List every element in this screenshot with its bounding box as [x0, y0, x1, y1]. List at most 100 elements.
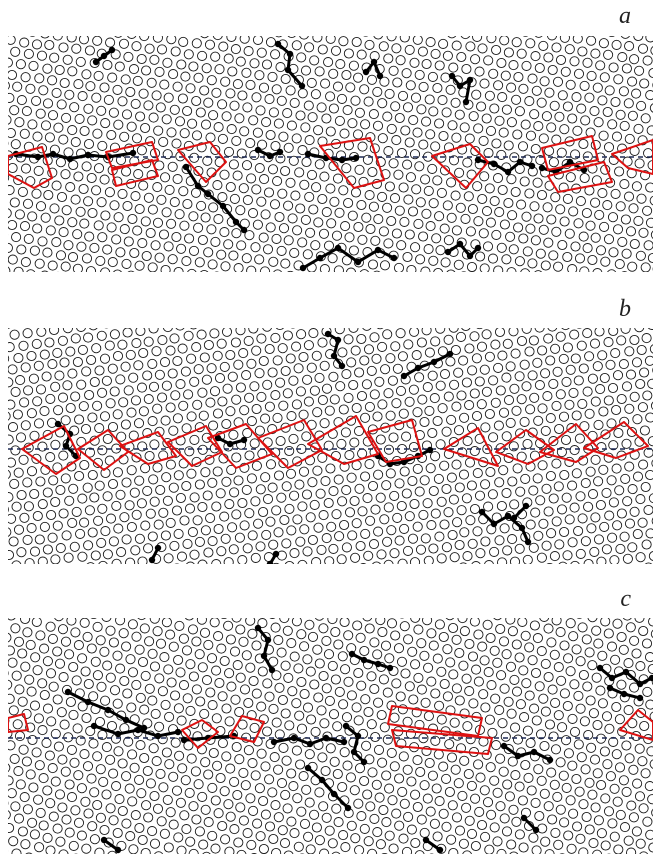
lattice-particle	[166, 127, 177, 138]
lattice-particle	[509, 556, 521, 564]
lattice-particle	[373, 469, 384, 480]
lattice-particle	[562, 700, 573, 712]
lattice-particle	[356, 333, 367, 345]
lattice-particle	[270, 622, 281, 633]
lattice-particle	[186, 561, 195, 564]
lattice-particle	[8, 469, 11, 479]
lattice-particle	[563, 653, 574, 664]
lattice-particle	[68, 840, 79, 851]
lattice-particle	[200, 525, 211, 536]
lattice-particle	[367, 767, 378, 778]
lattice-particle	[275, 328, 284, 331]
lattice-particle	[402, 716, 413, 727]
lattice-particle	[487, 253, 499, 264]
lattice-particle	[239, 520, 250, 531]
lattice-particle	[154, 252, 165, 263]
lattice-particle	[516, 394, 527, 405]
lattice-particle	[649, 711, 653, 722]
lattice-particle	[235, 382, 246, 393]
lattice-particle	[509, 499, 520, 510]
lattice-particle	[623, 835, 634, 846]
lattice-particle	[285, 468, 297, 479]
lattice-particle	[224, 499, 235, 510]
lattice-particle	[621, 740, 632, 751]
lattice-particle	[629, 635, 640, 646]
lattice-particle	[645, 699, 653, 710]
lattice-particle	[629, 506, 640, 517]
lattice-particle	[231, 509, 242, 520]
lattice-particle	[288, 781, 299, 792]
lattice-particle	[433, 473, 444, 484]
lattice-particle	[326, 218, 337, 229]
lattice-particle	[326, 521, 337, 532]
defect-node	[129, 149, 137, 157]
lattice-particle	[126, 521, 137, 533]
defect-node	[154, 732, 162, 740]
lattice-particle	[131, 679, 142, 690]
lattice-particle	[584, 824, 595, 835]
lattice-particle	[534, 270, 543, 272]
lattice-particle	[313, 692, 324, 703]
lattice-particle	[533, 764, 544, 775]
lattice-particle	[399, 36, 410, 43]
lattice-particle	[356, 680, 367, 691]
lattice-particle	[13, 636, 25, 647]
lattice-particle	[574, 786, 585, 797]
lattice-particle	[619, 179, 630, 190]
lattice-particle	[416, 814, 427, 825]
lattice-particle	[514, 829, 525, 840]
lattice-particle	[548, 731, 559, 742]
lattice-particle	[489, 103, 500, 114]
lattice-particle	[489, 645, 500, 656]
lattice-particle	[189, 492, 200, 503]
lattice-particle	[192, 731, 203, 742]
lattice-particle	[65, 182, 76, 193]
lattice-particle	[377, 191, 388, 202]
lattice-particle	[273, 470, 285, 481]
lattice-particle	[8, 219, 18, 231]
lattice-particle	[56, 99, 67, 110]
lattice-particle	[76, 830, 87, 841]
lattice-particle	[409, 149, 421, 160]
lattice-particle	[8, 632, 12, 643]
lattice-particle	[131, 452, 142, 463]
lattice-particle	[493, 265, 504, 272]
lattice-particle	[195, 107, 206, 118]
lattice-particle	[229, 776, 240, 787]
lattice-particle	[484, 351, 495, 362]
lattice-particle	[446, 212, 457, 223]
lattice-particle	[320, 476, 331, 487]
lattice-particle	[438, 761, 449, 772]
lattice-particle	[581, 207, 592, 219]
lattice-particle	[541, 540, 552, 551]
lattice-particle	[317, 395, 328, 406]
lattice-particle	[200, 757, 211, 768]
lattice-particle	[197, 559, 208, 564]
lattice-particle	[115, 663, 126, 674]
lattice-particle	[330, 626, 341, 638]
lattice-particle	[168, 482, 179, 493]
lattice-particle	[498, 465, 509, 476]
lattice-particle	[457, 618, 468, 624]
lattice-particle	[418, 231, 429, 242]
red-polygon	[119, 431, 177, 465]
lattice-particle	[432, 82, 443, 94]
lattice-particle	[206, 363, 217, 374]
lattice-particle	[17, 648, 28, 659]
lattice-particle	[140, 670, 151, 681]
lattice-particle	[367, 166, 378, 178]
lattice-particle	[400, 125, 411, 136]
lattice-particle	[644, 781, 653, 792]
lattice-particle	[459, 708, 470, 719]
lattice-particle	[228, 159, 239, 170]
lattice-particle	[313, 217, 324, 228]
lattice-particle	[113, 746, 124, 757]
lattice-particle	[586, 523, 597, 534]
lattice-particle	[52, 36, 63, 41]
lattice-particle	[643, 240, 653, 251]
lattice-particle	[359, 645, 370, 657]
lattice-particle	[13, 813, 25, 824]
lattice-particle	[496, 57, 507, 69]
lattice-particle	[555, 204, 566, 215]
lattice-particle	[505, 361, 516, 372]
